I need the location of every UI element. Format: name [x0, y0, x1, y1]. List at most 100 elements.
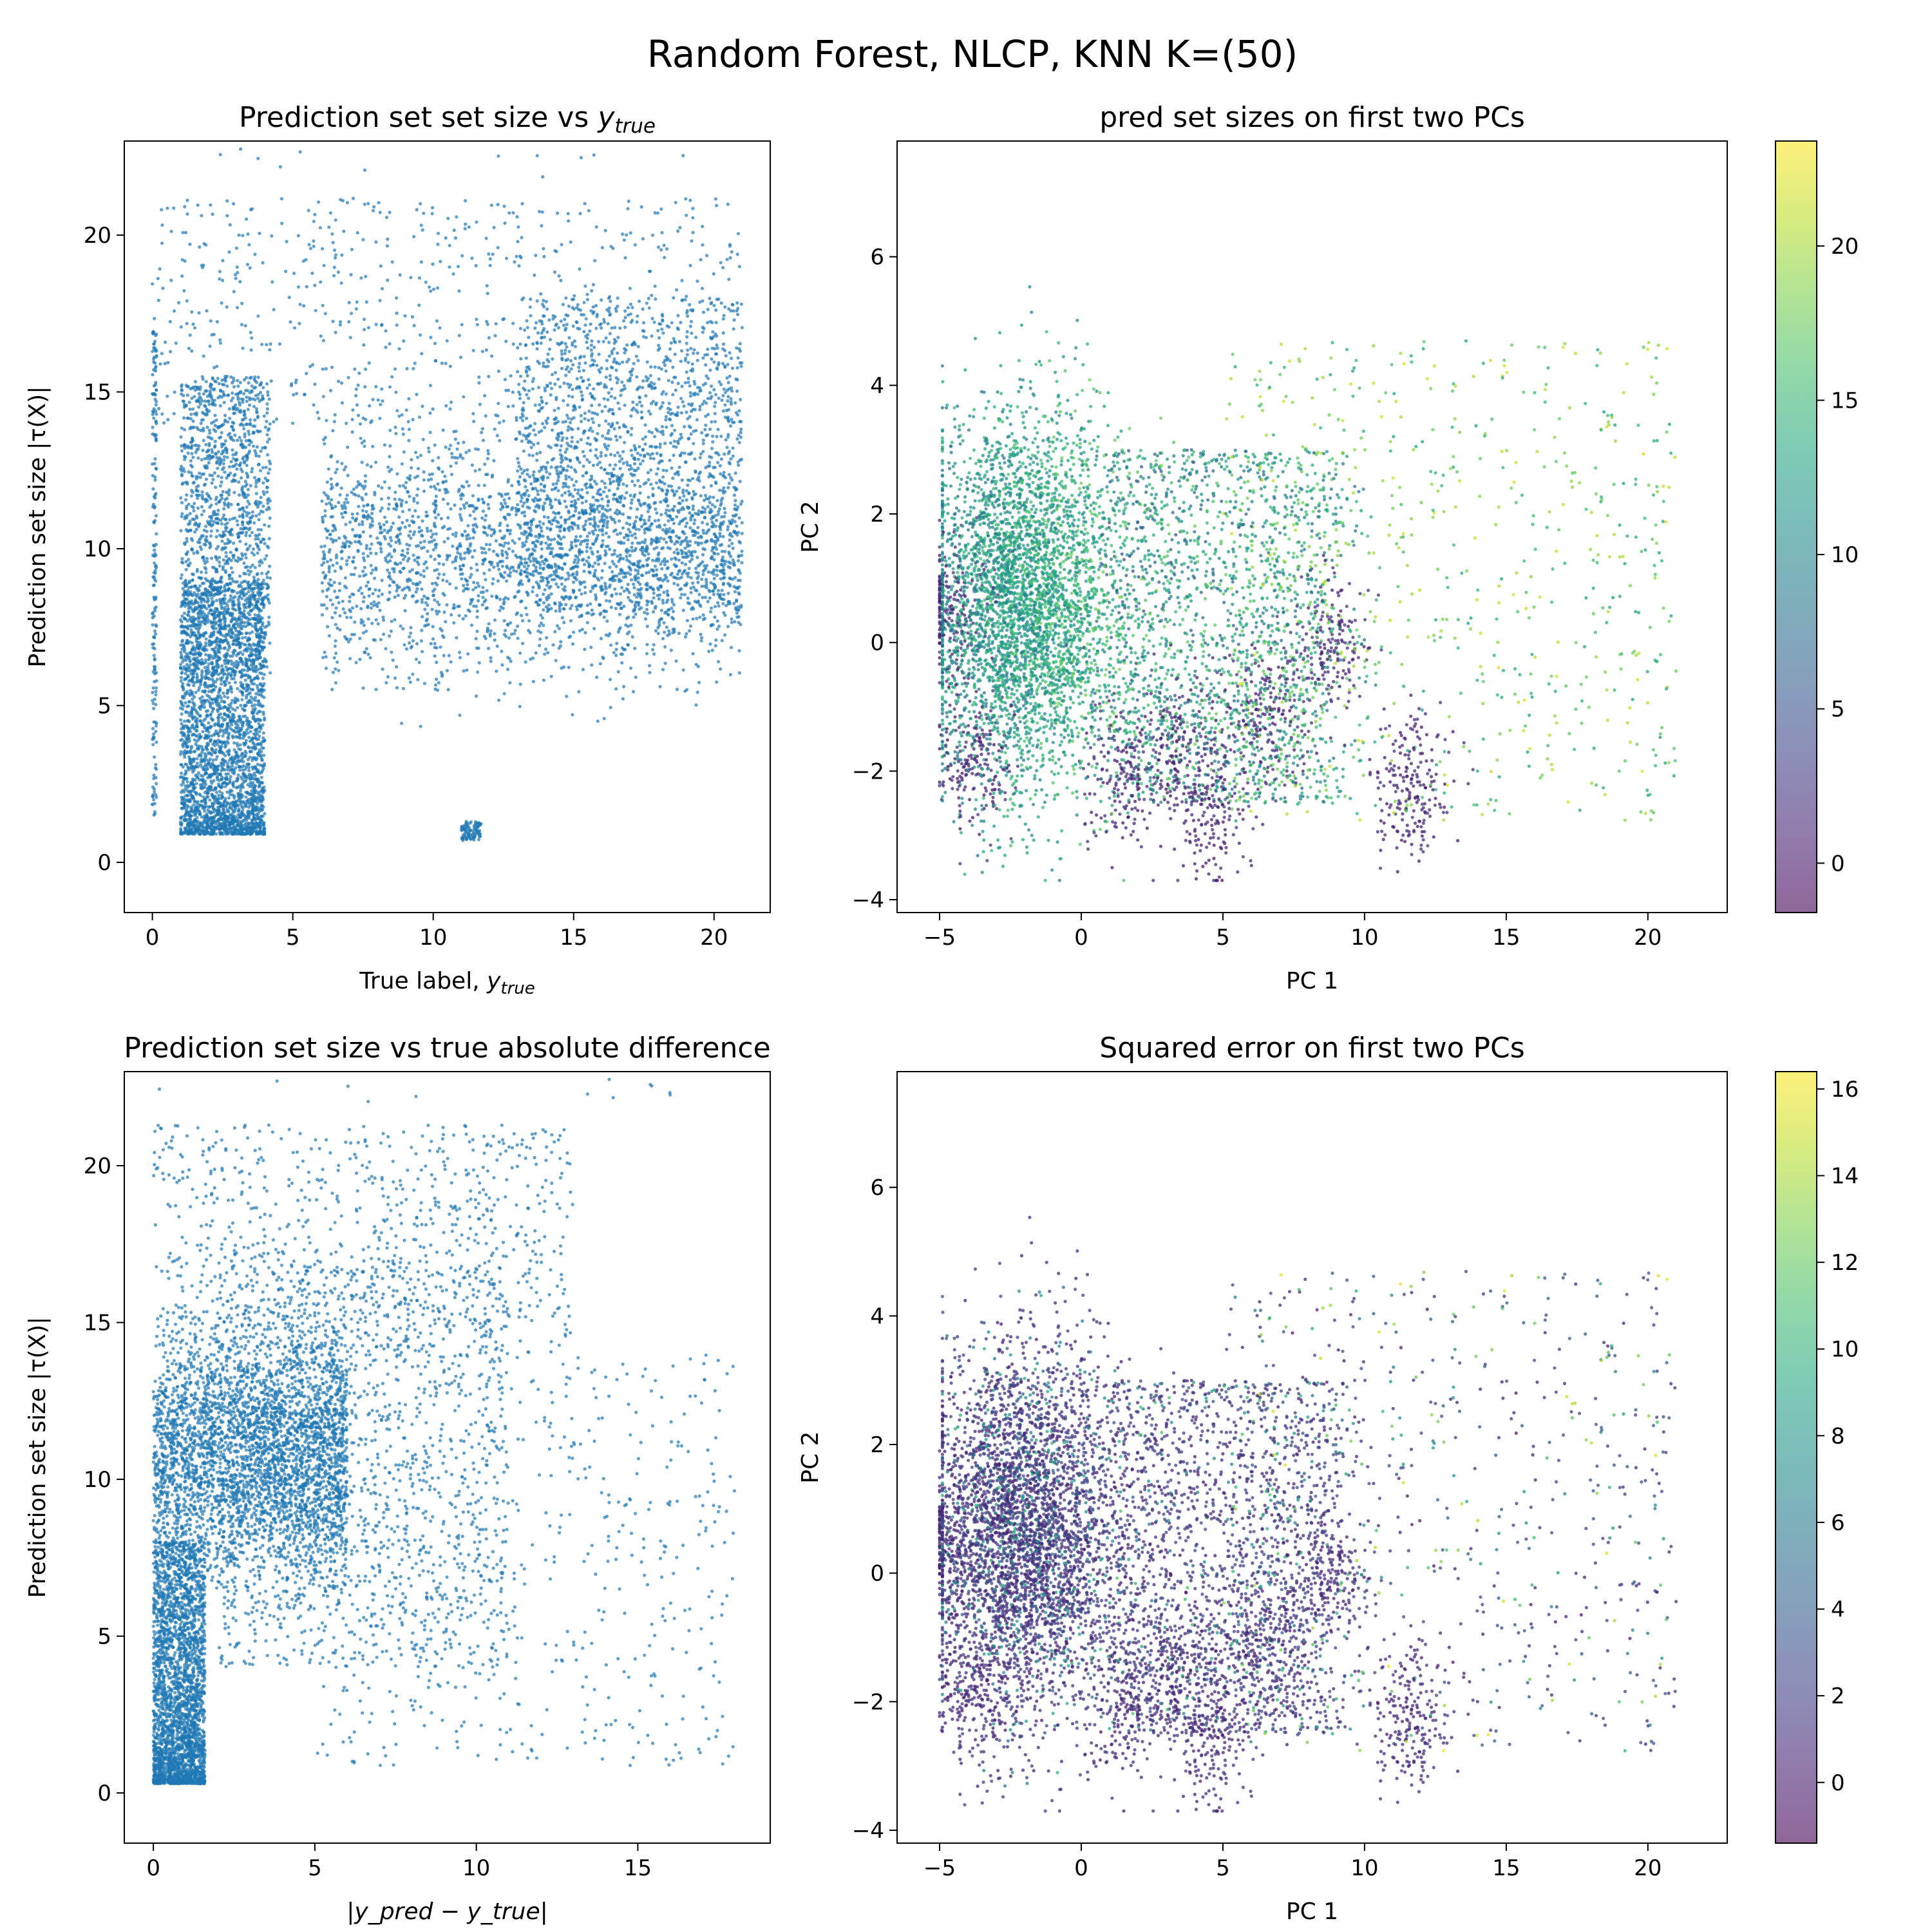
scatter-point [213, 825, 216, 829]
scatter-point [190, 831, 194, 835]
scatter-point [248, 631, 252, 635]
scatter-point [231, 391, 234, 395]
scatter-point [214, 570, 218, 574]
scatter-point [213, 445, 216, 449]
scatter-point [390, 525, 393, 529]
scatter-point [266, 453, 270, 457]
scatter-point [256, 544, 260, 548]
scatter-point [197, 392, 201, 396]
scatter-point [457, 614, 461, 618]
scatter-point [363, 484, 367, 488]
scatter-point [180, 712, 184, 716]
scatter-point [484, 551, 488, 555]
scatter-point [245, 399, 249, 403]
scatter-point [484, 542, 489, 547]
scatter-point [583, 412, 587, 415]
scatter-point [184, 383, 188, 387]
scatter-point [388, 536, 392, 540]
scatter-point [223, 799, 227, 803]
scatter-point [267, 524, 271, 528]
scatter-point [197, 604, 201, 608]
scatter-point [240, 697, 244, 701]
scatter-point [710, 606, 714, 610]
scatter-point [222, 625, 225, 629]
scatter-point [184, 668, 188, 672]
scatter-point [202, 781, 206, 785]
scatter-point [201, 448, 205, 453]
scatter-point [703, 516, 706, 520]
scatter-point [248, 613, 252, 617]
scatter-point [193, 412, 196, 416]
scatter-point [511, 549, 515, 553]
scatter-point [691, 652, 695, 656]
scatter-point [204, 622, 207, 626]
scatter-point [227, 465, 231, 469]
scatter-point [237, 595, 241, 600]
scatter-point [197, 771, 201, 775]
scatter-point [241, 715, 245, 719]
scatter-point [260, 398, 263, 402]
scatter-point [190, 474, 194, 478]
scatter-point [193, 695, 196, 699]
scatter-point [239, 585, 243, 589]
scatter-point [256, 792, 260, 796]
scatter-point [187, 558, 191, 562]
scatter-point [207, 442, 211, 446]
scatter-point [252, 581, 256, 585]
scatter-point [243, 413, 247, 417]
scatter-point [248, 526, 252, 531]
scatter-point [229, 674, 232, 677]
scatter-point [363, 565, 366, 569]
scatter-point [214, 669, 219, 673]
scatter-point [198, 719, 202, 723]
scatter-point [202, 634, 205, 638]
scatter-point [236, 535, 240, 539]
scatter-point [677, 631, 681, 636]
scatter-point [333, 644, 337, 648]
scatter-point [185, 785, 190, 789]
scatter-point [211, 821, 214, 825]
scatter-point [209, 816, 213, 820]
scatter-point [220, 791, 224, 795]
scatter-point [362, 623, 366, 627]
scatter-point [361, 686, 365, 690]
scatter-point [228, 582, 232, 585]
scatter-point [184, 817, 187, 821]
scatter-point [254, 514, 258, 518]
scatter-point [386, 496, 390, 500]
scatter-points [151, 147, 744, 842]
scatter-point [229, 687, 233, 691]
scatter-point [199, 683, 203, 687]
scatter-point [218, 645, 222, 649]
scatter-point [200, 592, 204, 596]
scatter-point [256, 762, 260, 766]
scatter-point [237, 792, 241, 796]
scatter-point [444, 445, 448, 450]
scatter-point [190, 504, 194, 508]
scatter-point [191, 653, 195, 657]
scatter-point [243, 824, 247, 828]
scatter-point [180, 469, 184, 473]
scatter-point [222, 558, 225, 562]
scatter-point [207, 677, 212, 681]
scatter-point [194, 637, 198, 641]
scatter-point [221, 449, 225, 453]
scatter-point [463, 529, 467, 533]
scatter-point [192, 601, 196, 605]
scatter-point [255, 629, 259, 633]
scatter-point [213, 399, 216, 402]
scatter-point [204, 379, 208, 384]
scatter-point [183, 457, 187, 462]
scatter-point [265, 433, 269, 437]
scatter-point [247, 443, 251, 447]
scatter-point [227, 599, 231, 603]
scatter-point [358, 574, 362, 578]
scatter-point [209, 534, 213, 538]
scatter-point [193, 738, 196, 742]
scatter-point [223, 745, 227, 749]
scatter-point [263, 446, 267, 450]
scatter-point [233, 516, 237, 520]
scatter-point [250, 531, 254, 535]
scatter-point [204, 577, 208, 581]
